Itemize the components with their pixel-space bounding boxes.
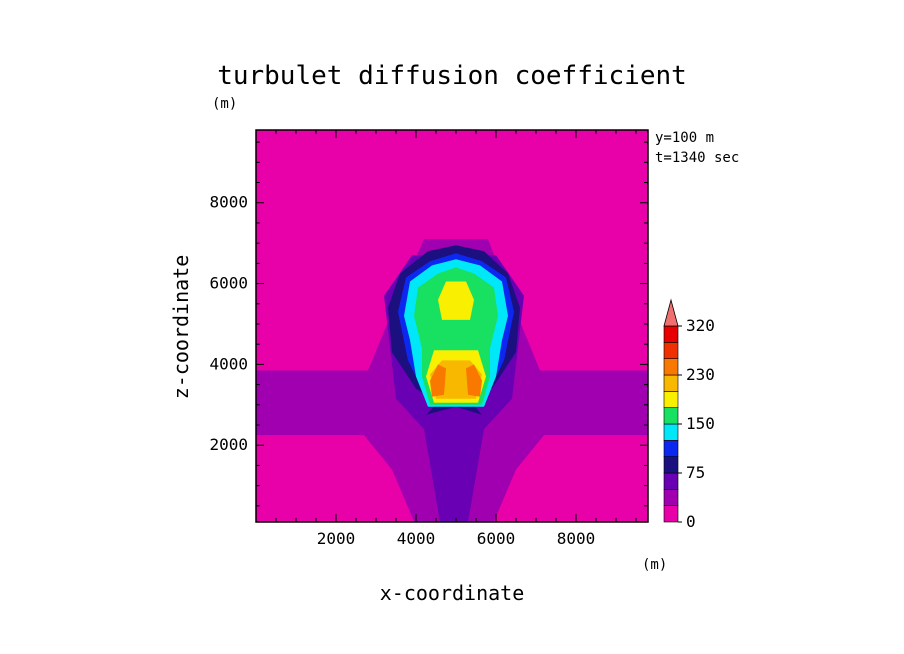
colorbar-swatch-5 — [663, 423, 679, 441]
y-unit-label: (m) — [212, 96, 237, 112]
x-tick-label: 2000 — [317, 529, 356, 548]
colorbar-label: 150 — [686, 414, 715, 433]
x-tick-label: 8000 — [557, 529, 596, 548]
contour-region-10 — [430, 364, 446, 397]
colorbar-swatch-10 — [663, 342, 679, 359]
y-tick-label: 4000 — [209, 354, 248, 373]
colorbar-label: 75 — [686, 463, 705, 482]
plot-frame — [255, 129, 649, 523]
annotation-time: t=1340 sec — [655, 150, 739, 166]
colorbar-swatch-9 — [663, 358, 679, 376]
annotation-y-position: y=100 m — [655, 130, 714, 146]
y-tick-label: 8000 — [209, 193, 248, 212]
colorbar-swatch-1 — [663, 489, 679, 506]
colorbar-swatch-0 — [663, 505, 679, 523]
colorbar-swatch-2 — [663, 472, 679, 490]
x-unit-label: (m) — [642, 557, 667, 573]
y-tick-label: 2000 — [209, 435, 248, 454]
colorbar-label: 320 — [686, 316, 715, 335]
colorbar-swatch-6 — [663, 407, 679, 425]
colorbar-extend-arrow — [663, 298, 679, 327]
colorbar-swatch-8 — [663, 374, 679, 392]
colorbar-swatch-7 — [663, 391, 679, 408]
x-tick-label: 4000 — [397, 529, 436, 548]
colorbar-swatch-11 — [663, 325, 679, 343]
plot-area: 2000 4000 6000 8000 2000 4000 6000 8000 — [209, 129, 649, 548]
chart-title: turbulet diffusion coefficient — [217, 61, 687, 91]
y-axis-label: z-coordinate — [169, 255, 193, 400]
colorbar-label: 230 — [686, 365, 715, 384]
colorbar-swatch-4 — [663, 440, 679, 457]
colorbar-label: 0 — [686, 512, 696, 531]
colorbar-swatch-3 — [663, 456, 679, 474]
contour-region-11 — [466, 364, 482, 397]
y-tick-label: 6000 — [209, 274, 248, 293]
colorbar: 0 75 150 230 320 — [663, 298, 715, 531]
x-axis-label: x-coordinate — [380, 581, 525, 605]
contour-region-8 — [438, 281, 474, 320]
x-tick-label: 6000 — [477, 529, 516, 548]
